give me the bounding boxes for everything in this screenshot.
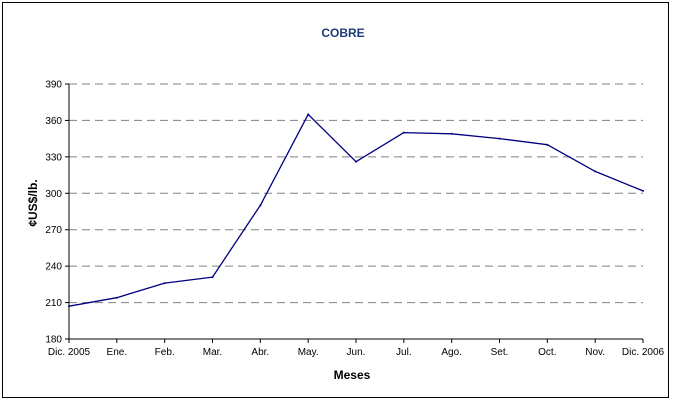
axes-layer: 180 210 240 270 300 330 360 390 Dic. 2005 Ene. Feb… [45, 80, 664, 359]
y-tick-label: 300 [45, 189, 62, 200]
data-point [402, 131, 405, 134]
data-point [642, 189, 644, 192]
data-point [211, 276, 214, 279]
x-tick-label: Jun. [347, 347, 366, 358]
y-tick-label: 390 [45, 80, 62, 91]
data-point [594, 170, 597, 173]
x-tick-label: Ago. [441, 347, 462, 358]
x-tick-label: Abr. [251, 347, 269, 358]
data-point [259, 204, 262, 207]
y-tick-label: 240 [45, 262, 62, 273]
data-point [450, 132, 453, 135]
copper-price-chart: COBRE 180 210 240 270 300 330 360 390 Dic. 2005 E… [26, 26, 665, 382]
chart-frame: COBRE 180 210 240 270 300 330 360 390 Dic. 2005 E… [2, 2, 669, 398]
x-tick-label: May. [298, 347, 319, 358]
data-point [163, 282, 166, 285]
x-tick-label: Mar. [203, 347, 222, 358]
y-tick-label: 210 [45, 298, 62, 309]
data-point [546, 143, 549, 146]
data-point [115, 296, 118, 299]
data-point [68, 305, 70, 308]
y-axis-title: ¢US$/lb. [26, 179, 40, 226]
x-tick-label: Set. [491, 347, 509, 358]
x-tick-label: Feb. [155, 347, 175, 358]
x-tick-label: Dic. 2006 [622, 347, 665, 358]
data-point [355, 160, 357, 163]
data-point [498, 137, 501, 140]
grid-layer [69, 83, 643, 304]
y-tick-label: 330 [45, 152, 62, 163]
x-tick-label: Jul. [396, 347, 412, 358]
series-layer [68, 113, 644, 308]
y-tick-label: 180 [45, 335, 62, 346]
y-tick-label: 360 [45, 116, 62, 127]
x-tick-label: Oct. [538, 347, 556, 358]
y-tick-label: 270 [45, 225, 62, 236]
x-tick-label: Dic. 2005 [48, 347, 91, 358]
x-axis-title: Meses [334, 368, 371, 382]
x-tick-label: Nov. [585, 347, 605, 358]
series-line [68, 113, 644, 307]
chart-title: COBRE [321, 26, 364, 40]
x-tick-label: Ene. [107, 347, 128, 358]
data-point [307, 113, 310, 116]
